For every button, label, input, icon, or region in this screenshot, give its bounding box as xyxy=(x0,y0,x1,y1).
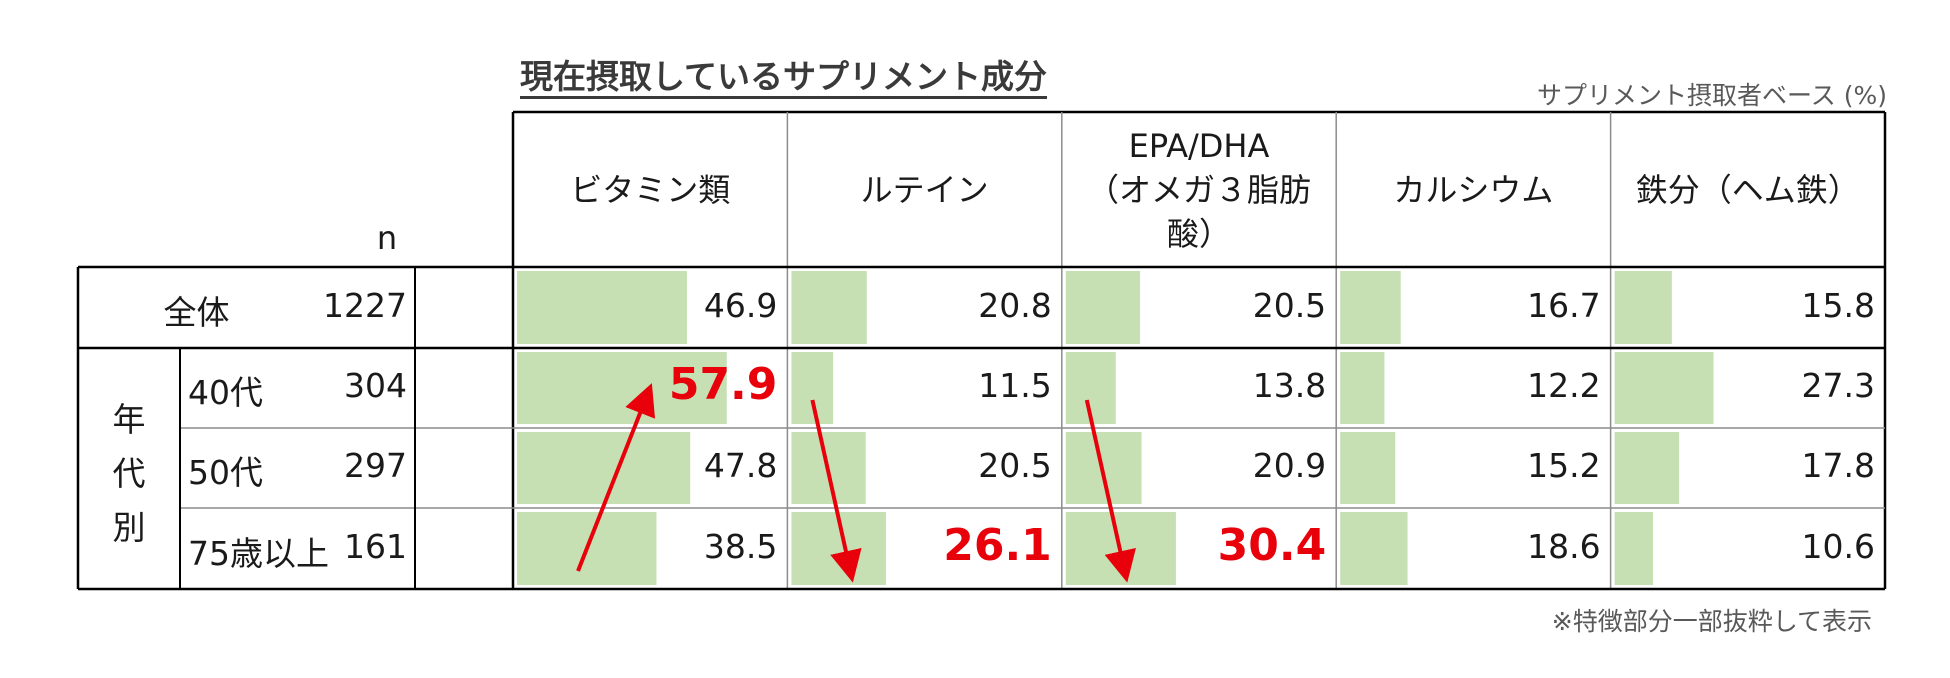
data-label: 15.8 xyxy=(1801,285,1875,325)
data-label: 20.5 xyxy=(978,446,1052,485)
column-header: ビタミン類 xyxy=(570,170,731,209)
data-label: 16.7 xyxy=(1527,285,1601,325)
group-label-char: 年 xyxy=(112,399,146,439)
footnote: ※特徴部分一部抜粋して表示 xyxy=(1551,607,1872,636)
bar-0-4 xyxy=(1614,271,1672,344)
bar-3-4 xyxy=(1614,512,1654,585)
base-label: サプリメント摂取者ベース (%) xyxy=(1537,81,1887,110)
column-header: ルテイン xyxy=(860,170,989,209)
row-n: 297 xyxy=(344,446,407,485)
data-label: 26.1 xyxy=(943,519,1052,571)
data-label: 30.4 xyxy=(1217,519,1327,571)
bar-1-4 xyxy=(1614,352,1714,424)
bar-1-1 xyxy=(791,352,834,424)
data-label: 46.9 xyxy=(703,285,778,325)
chart-title: 現在摂取しているサプリメント成分 xyxy=(520,57,1048,96)
data-label: 12.2 xyxy=(1527,366,1601,405)
trend-arrow-0 xyxy=(576,383,656,572)
column-header: EPA/DHA （オメガ３脂肪 酸） xyxy=(1086,126,1311,253)
bar-3-3 xyxy=(1340,512,1408,585)
bar-0-2 xyxy=(1065,271,1141,344)
data-label: 20.8 xyxy=(978,285,1052,325)
bar-2-0 xyxy=(517,432,691,504)
bar-0-3 xyxy=(1340,271,1401,344)
trend-arrow-2 xyxy=(1084,399,1136,583)
column-header: 鉄分（ヘム鉄） xyxy=(1635,170,1860,209)
row-n: 161 xyxy=(344,526,407,566)
column-header: カルシウム xyxy=(1393,170,1554,209)
row-label: 75歳以上 xyxy=(188,533,329,573)
group-label-char: 別 xyxy=(112,507,146,547)
row-label: 50代 xyxy=(188,453,263,492)
data-label: 10.6 xyxy=(1801,526,1875,566)
bar-2-4 xyxy=(1614,432,1680,504)
data-label: 27.3 xyxy=(1801,366,1875,405)
data-label: 57.9 xyxy=(668,359,778,410)
data-label: 11.5 xyxy=(978,366,1052,405)
data-label: 20.5 xyxy=(1252,285,1327,325)
group-label-char: 代 xyxy=(112,453,146,493)
data-label: 17.8 xyxy=(1801,446,1875,485)
data-label: 15.2 xyxy=(1527,446,1601,485)
data-label: 18.6 xyxy=(1527,526,1601,566)
row-n: 304 xyxy=(344,366,407,405)
row-n: 1227 xyxy=(323,285,407,325)
data-label: 20.9 xyxy=(1252,446,1327,485)
bar-2-3 xyxy=(1340,432,1396,504)
bar-1-3 xyxy=(1340,352,1385,424)
bar-0-0 xyxy=(517,271,687,344)
trend-arrow-1 xyxy=(810,399,862,583)
data-label: 38.5 xyxy=(703,526,778,566)
bar-1-0 xyxy=(517,352,727,424)
bar-0-1 xyxy=(791,271,867,344)
data-label: 13.8 xyxy=(1252,366,1327,405)
row-label: 40代 xyxy=(188,373,263,412)
data-label: 47.8 xyxy=(703,446,778,485)
n-header: n xyxy=(376,219,398,257)
row-label: 全体 xyxy=(163,292,230,332)
